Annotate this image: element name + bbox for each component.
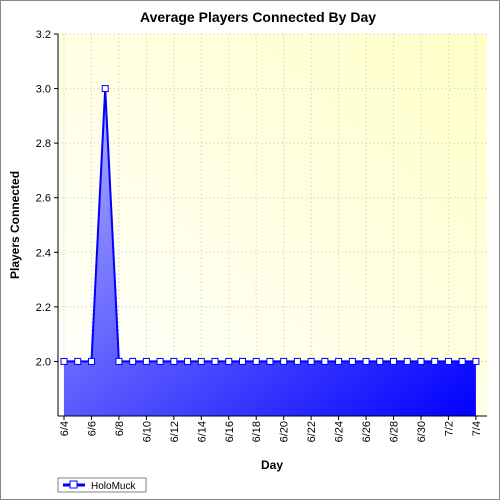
y-tick-label: 2.8 bbox=[36, 138, 51, 150]
data-point bbox=[101, 85, 109, 93]
x-tick-label: 6/22 bbox=[306, 421, 318, 442]
data-point bbox=[225, 357, 233, 365]
legend: HoloMuck bbox=[57, 477, 147, 493]
data-point bbox=[170, 357, 178, 365]
data-point bbox=[390, 357, 398, 365]
data-point bbox=[293, 357, 301, 365]
x-tick-label: 7/2 bbox=[443, 421, 455, 436]
x-tick-label: 6/14 bbox=[196, 421, 208, 442]
y-tick-label: 2.4 bbox=[36, 247, 51, 259]
data-point bbox=[115, 357, 123, 365]
data-point bbox=[335, 357, 343, 365]
x-tick-label: 6/16 bbox=[224, 421, 236, 442]
legend-marker-icon bbox=[69, 480, 78, 489]
data-point bbox=[74, 357, 82, 365]
data-point bbox=[238, 357, 246, 365]
data-point bbox=[431, 357, 439, 365]
data-point bbox=[184, 357, 192, 365]
data-point bbox=[417, 357, 425, 365]
data-point bbox=[458, 357, 466, 365]
y-axis-label: Players Connected bbox=[8, 171, 22, 279]
data-point bbox=[129, 357, 137, 365]
series-area bbox=[64, 88, 476, 417]
x-tick-label: 6/26 bbox=[361, 421, 373, 442]
data-point bbox=[142, 357, 150, 365]
plot-background bbox=[58, 34, 487, 416]
legend-box bbox=[57, 477, 147, 493]
y-tick-label: 2.2 bbox=[36, 302, 51, 314]
data-point bbox=[60, 357, 68, 365]
y-tick-label: 2.0 bbox=[36, 356, 51, 368]
data-point bbox=[87, 357, 95, 365]
x-tick-label: 6/28 bbox=[389, 421, 401, 442]
x-tick-label: 6/30 bbox=[416, 421, 428, 442]
x-tick-label: 6/4 bbox=[59, 421, 71, 436]
x-tick-label: 6/24 bbox=[334, 421, 346, 442]
data-point bbox=[376, 357, 384, 365]
x-tick-label: 6/18 bbox=[251, 421, 263, 442]
data-point bbox=[307, 357, 315, 365]
x-tick-labels: 6/4 6/6 6/8 6/10 6/12 6/14 6/16 6/18 6/20 6/22 6/2… bbox=[59, 421, 483, 442]
data-point bbox=[472, 357, 480, 365]
y-tick-label: 3.0 bbox=[36, 84, 51, 96]
chart-title: Average Players Connected By Day bbox=[140, 9, 376, 25]
x-tick-label: 6/12 bbox=[169, 421, 181, 442]
data-point bbox=[156, 357, 164, 365]
data-point bbox=[348, 357, 356, 365]
x-tick-label: 7/4 bbox=[471, 421, 483, 436]
x-tick-label: 6/8 bbox=[114, 421, 126, 436]
x-tick-label: 6/10 bbox=[141, 421, 153, 442]
data-point bbox=[280, 357, 288, 365]
data-point bbox=[444, 357, 452, 365]
data-point bbox=[197, 357, 205, 365]
x-axis-label: Day bbox=[261, 458, 283, 472]
y-tick-label: 3.2 bbox=[36, 29, 51, 41]
data-point bbox=[211, 357, 219, 365]
data-point bbox=[266, 357, 274, 365]
y-tick-label: 2.6 bbox=[36, 193, 51, 205]
data-point bbox=[403, 357, 411, 365]
x-tick-label: 6/20 bbox=[279, 421, 291, 442]
y-tick-labels: 2.0 2.2 2.4 2.6 2.8 3.0 3.2 bbox=[36, 29, 51, 368]
data-point bbox=[321, 357, 329, 365]
axis-layer bbox=[54, 33, 487, 420]
legend-series-label: HoloMuck bbox=[91, 481, 136, 492]
points-layer bbox=[60, 85, 480, 365]
data-point bbox=[362, 357, 370, 365]
x-tick-label: 6/6 bbox=[86, 421, 98, 436]
data-point bbox=[252, 357, 260, 365]
